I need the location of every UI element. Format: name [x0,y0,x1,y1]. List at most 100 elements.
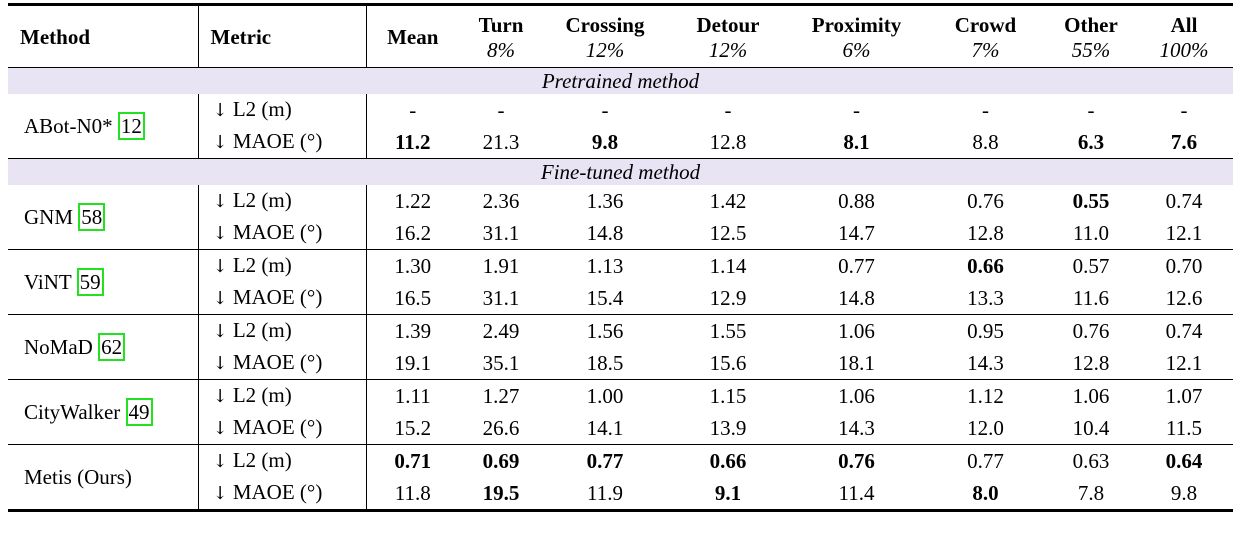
table-body: Pretrained method ABot-N0* 12 ↓ L2 (m) - - - -… [8,67,1233,512]
cell-maoe-turn: 31.1 [459,282,543,315]
cell-maoe-other: 10.4 [1047,412,1135,445]
cell-l2-crossing: 1.00 [586,384,624,408]
method-cell: CityWalker 49 [8,379,199,445]
cell-maoe-mean: 16.2 [366,217,459,250]
down-arrow-icon: ↓ [212,191,228,212]
cell-maoe-crowd: 14.3 [924,347,1047,380]
cell-l2-other: 0.57 [1072,254,1110,278]
method-cell: NoMaD 62 [8,314,199,380]
table-row: ↓ MAOE (°) 16.2 31.1 14.8 12.5 14.7 12.8 11.0 12… [8,217,1233,250]
down-arrow-icon: ↓ [212,353,228,374]
down-arrow-icon: ↓ [212,100,228,121]
cell-maoe-mean: 11.2 [366,126,459,159]
table-row: NoMaD 62 ↓ L2 (m) 1.39 2.49 1.56 1.55 1.06 0.95… [8,314,1233,380]
section-label: Fine-tuned method [8,158,1233,185]
cell-l2-mean: - [409,98,417,122]
cell-l2-proximity: 0.77 [838,254,875,278]
cell-l2-crowd: 0.66 [967,254,1004,278]
cell-maoe-crossing: 14.8 [543,217,667,250]
cell-maoe-crossing: 15.4 [543,282,667,315]
cell-l2-mean: 1.39 [394,319,432,343]
down-arrow-icon: ↓ [212,483,228,504]
metric-maoe: ↓ MAOE (°) [198,126,367,159]
citation-link[interactable]: 62 [98,333,126,361]
cell-maoe-proximity: 8.1 [789,126,924,159]
citation-link[interactable]: 58 [78,203,106,231]
cell-l2-mean: 1.22 [394,189,432,213]
table-row: ↓ MAOE (°) 16.5 31.1 15.4 12.9 14.8 13.3 11.6 12… [8,282,1233,315]
cell-maoe-crossing: 9.8 [543,126,667,159]
cell-maoe-proximity: 14.3 [789,412,924,445]
results-table: Method Metric Mean Turn 8% Crossing 12% De… [8,3,1233,512]
cell-maoe-other: 11.0 [1047,217,1135,250]
cell-maoe-turn: 26.6 [459,412,543,445]
cell-maoe-turn: 19.5 [459,477,543,512]
citation-link[interactable]: 49 [125,398,153,426]
cell-maoe-detour: 9.1 [667,477,789,512]
cell-l2-turn: 2.49 [482,319,520,343]
down-arrow-icon: ↓ [212,256,228,277]
table-row: ↓ MAOE (°) 11.2 21.3 9.8 12.8 8.1 8.8 6.3 7.6 [8,126,1233,159]
cell-maoe-crowd: 12.0 [924,412,1047,445]
header-method: Method [8,3,199,68]
table-row: ↓ MAOE (°) 19.1 35.1 18.5 15.6 18.1 14.3 12.8 12… [8,347,1233,380]
cell-l2-all: - [1180,98,1188,122]
header-row: Method Metric Mean Turn 8% Crossing 12% De… [8,3,1233,68]
header-other: Other 55% [1047,3,1135,68]
cell-l2-crowd: 0.95 [967,319,1004,343]
section-row-finetuned: Fine-tuned method [8,158,1233,185]
metric-label: MAOE (°) [232,285,323,309]
cell-maoe-detour: 12.9 [667,282,789,315]
cell-maoe-proximity: 18.1 [789,347,924,380]
cell-maoe-detour: 12.5 [667,217,789,250]
cell-l2-mean: 1.11 [394,384,431,408]
cell-maoe-turn: 21.3 [459,126,543,159]
metric-label: MAOE (°) [232,129,323,153]
metric-l2: ↓ L2 (m) [198,249,367,282]
cell-maoe-detour: 13.9 [667,412,789,445]
method-name: ViNT [24,270,72,294]
cell-l2-proximity: 1.06 [838,384,875,408]
method-name: NoMaD [24,335,93,359]
method-cell: ViNT 59 [8,249,199,315]
cell-l2-detour: 1.14 [709,254,747,278]
cell-l2-turn: 1.91 [482,254,520,278]
metric-label: MAOE (°) [232,350,323,374]
cell-l2-proximity: 0.76 [838,449,875,473]
cell-maoe-detour: 15.6 [667,347,789,380]
cell-l2-crowd: 1.12 [967,384,1004,408]
citation-link[interactable]: 12 [117,112,145,140]
cell-l2-detour: 1.15 [709,384,747,408]
cell-l2-crossing: - [601,98,609,122]
cell-maoe-crossing: 14.1 [543,412,667,445]
metric-l2: ↓ L2 (m) [198,94,367,126]
cell-l2-detour: 1.55 [709,319,747,343]
cell-maoe-all: 12.1 [1135,347,1233,380]
header-mean: Mean [366,3,459,68]
cell-maoe-crowd: 8.0 [924,477,1047,512]
metric-label: L2 (m) [232,188,292,212]
cell-l2-crossing: 1.13 [586,254,624,278]
table-row: ↓ MAOE (°) 11.8 19.5 11.9 9.1 11.4 8.0 7.8 9.8 [8,477,1233,512]
cell-l2-all: 0.70 [1165,254,1203,278]
metric-maoe: ↓ MAOE (°) [198,217,367,250]
metric-label: L2 (m) [232,448,292,472]
metric-l2: ↓ L2 (m) [198,314,367,347]
cell-maoe-crowd: 8.8 [924,126,1047,159]
metric-label: L2 (m) [232,383,292,407]
cell-maoe-turn: 35.1 [459,347,543,380]
down-arrow-icon: ↓ [212,132,228,153]
table-row: ViNT 59 ↓ L2 (m) 1.30 1.91 1.13 1.14 0.77 0.66 0… [8,249,1233,315]
cell-l2-crowd: 0.76 [967,189,1004,213]
metric-maoe: ↓ MAOE (°) [198,477,367,512]
cell-maoe-all: 9.8 [1135,477,1233,512]
citation-link[interactable]: 59 [76,268,104,296]
cell-maoe-crossing: 11.9 [543,477,667,512]
cell-l2-all: 1.07 [1165,384,1203,408]
cell-l2-proximity: - [853,98,860,122]
method-name: CityWalker [24,400,121,424]
cell-l2-other: 0.55 [1072,189,1110,213]
cell-maoe-all: 7.6 [1135,126,1233,159]
method-cell: Metis (Ours) [8,444,199,512]
cell-l2-all: 0.64 [1165,449,1203,473]
